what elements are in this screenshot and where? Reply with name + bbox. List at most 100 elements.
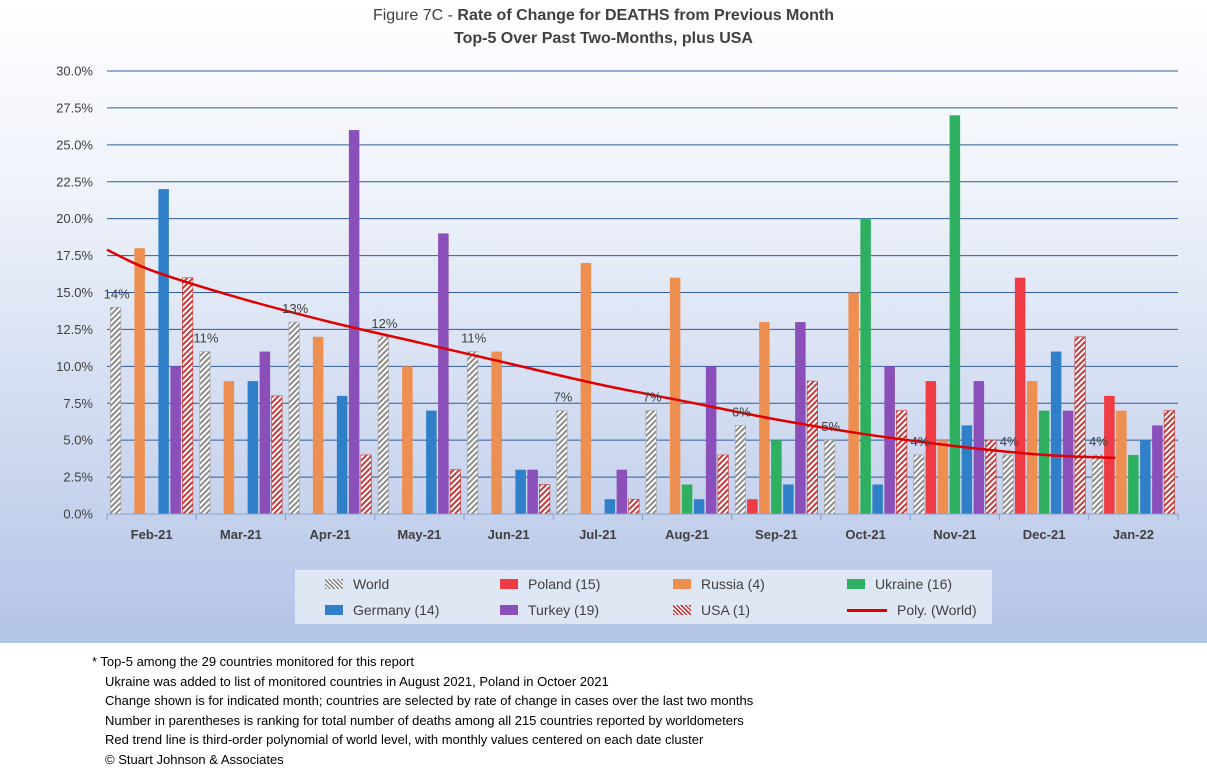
legend-item: Poland (15): [500, 573, 600, 595]
bar-germany: [693, 499, 705, 514]
bar-poland: [747, 499, 758, 514]
data-label: 5%: [821, 419, 840, 434]
data-label: 11%: [193, 331, 218, 346]
bar-world: [645, 410, 657, 515]
legend-label: Poland (15): [528, 576, 601, 592]
note-6: © Stuart Johnson & Associates: [105, 751, 284, 767]
bar-germany: [336, 395, 348, 514]
bar-usa: [271, 395, 283, 515]
bar-russia: [223, 381, 235, 514]
x-tick-label: Sep-21: [755, 527, 798, 542]
bar-turkey: [1152, 425, 1163, 514]
x-tick-label: Mar-21: [220, 527, 262, 542]
legend-item: Russia (4): [673, 573, 765, 595]
x-tick-label: Dec-21: [1023, 527, 1066, 542]
bar-ukraine: [1038, 410, 1050, 514]
bar-germany: [247, 381, 259, 514]
x-tick-label: Apr-21: [310, 527, 351, 542]
legend-label: Turkey (19): [528, 602, 600, 618]
legend-swatch: [673, 605, 691, 615]
title-bold: Rate of Change for DEATHS from Previous …: [457, 7, 835, 24]
bar-russia: [491, 351, 502, 514]
bar-russia: [402, 366, 413, 514]
bar-world: [1091, 454, 1103, 515]
y-tick-label: 17.5%: [56, 248, 93, 263]
legend-swatch: [673, 579, 691, 589]
bar-russia: [312, 336, 324, 514]
x-tick-label: Feb-21: [131, 527, 173, 542]
chart-title: Figure 7C - Rate of Change for DEATHS fr…: [0, 4, 1207, 50]
bar-usa: [182, 277, 194, 515]
bar-turkey: [348, 130, 360, 515]
bar-usa: [1163, 410, 1175, 515]
note-2: Ukraine was added to list of monitored c…: [105, 673, 609, 689]
data-label: 7%: [553, 390, 572, 405]
legend-swatch: [500, 605, 518, 615]
bar-russia: [134, 248, 145, 514]
bar-world: [377, 336, 389, 515]
legend: World Poland (15) Russia (4) Ukraine (16) Ge…: [295, 570, 992, 624]
x-tick-label: Jun-21: [488, 527, 530, 542]
bar-ukraine: [949, 115, 961, 515]
bar-germany: [515, 469, 526, 514]
y-tick-label: 25.0%: [56, 137, 93, 152]
y-tick-label: 12.5%: [56, 322, 93, 337]
legend-label: Germany (14): [353, 602, 440, 618]
data-label: 7%: [643, 390, 662, 405]
y-tick-label: 22.5%: [56, 174, 93, 189]
bar-turkey: [705, 366, 717, 514]
y-tick-label: 10.0%: [56, 359, 93, 374]
bar-world: [913, 454, 925, 515]
legend-swatch: [847, 579, 865, 589]
bar-world: [110, 306, 122, 515]
data-label: 13%: [282, 301, 308, 316]
legend-label: Ukraine (16): [875, 576, 953, 592]
bar-turkey: [438, 233, 449, 514]
note-3: Change shown is for indicated month; cou…: [105, 693, 754, 708]
bar-russia: [1116, 410, 1127, 514]
bar-usa: [896, 410, 908, 515]
trend-line: [106, 248, 1116, 460]
bar-usa: [360, 454, 372, 515]
chart-panel: Figure 7C - Rate of Change for DEATHS fr…: [0, 0, 1207, 643]
data-label: 14%: [104, 286, 130, 301]
bar-turkey: [795, 322, 806, 514]
bar-poland: [1014, 277, 1026, 514]
bar-germany: [158, 189, 169, 514]
legend-swatch: [325, 605, 343, 615]
note-4: Number in parentheses is ranking for tot…: [105, 712, 744, 728]
legend-item: Ukraine (16): [847, 573, 952, 595]
bar-germany: [1050, 351, 1062, 514]
legend-label: USA (1): [701, 602, 751, 618]
bar-poland: [1104, 395, 1115, 514]
y-tick-label: 7.5%: [63, 396, 93, 411]
bar-turkey: [527, 469, 538, 514]
bar-usa: [1074, 336, 1086, 515]
x-tick-label: Oct-21: [845, 527, 885, 542]
legend-swatch: [500, 579, 518, 589]
y-tick-label: 20.0%: [56, 211, 93, 226]
bar-world: [824, 439, 836, 515]
legend-item: Poly. (World): [847, 599, 977, 621]
bar-germany: [426, 410, 437, 514]
y-tick-label: 5.0%: [63, 433, 93, 448]
data-label: 11%: [461, 331, 486, 346]
legend-item: World: [325, 573, 389, 595]
data-label: 12%: [371, 316, 397, 331]
bar-world: [467, 351, 479, 515]
bar-usa: [449, 469, 461, 515]
legend-item: Turkey (19): [500, 599, 599, 621]
y-tick-label: 30.0%: [56, 64, 93, 79]
bar-germany: [872, 484, 883, 514]
bar-turkey: [259, 351, 271, 514]
bar-usa: [628, 498, 640, 515]
data-label: 4%: [910, 434, 929, 449]
legend-swatch: [325, 579, 343, 589]
x-tick-label: May-21: [397, 527, 441, 542]
bar-ukraine: [681, 484, 693, 514]
chart-subtitle: Top-5 Over Past Two-Months, plus USA: [454, 30, 753, 47]
plot-area: 14% 11% 13% 12% 11% 7% 7% 6% 5% 4% 4% 4% 0.0% 2.5% 5.…: [56, 64, 1179, 542]
legend-swatch: [847, 608, 887, 612]
bar-world: [734, 425, 746, 515]
data-label: 6%: [732, 404, 751, 419]
